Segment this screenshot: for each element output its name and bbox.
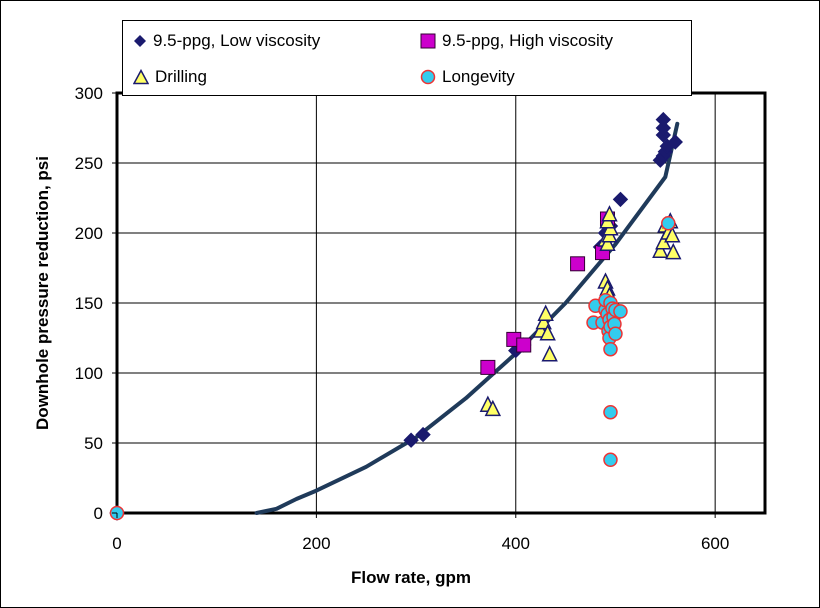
y-tick-label: 200 [75,224,103,243]
legend-label-longevity: Longevity [442,67,515,86]
legend-item-drilling: Drilling [133,65,207,89]
legend-item-low-viscosity: 9.5-ppg, Low viscosity [133,29,320,53]
triangle-data-point [652,241,669,258]
triangle-data-point [484,399,502,417]
triangle-marker-icon [133,69,149,85]
circle-data-point [603,341,618,357]
x-tick-label: 600 [701,534,729,553]
square-data-point [480,359,496,375]
diamond-data-point [403,432,419,448]
circle-data-point [608,326,623,342]
circle-data-point [603,452,618,468]
y-tick-label: 150 [75,294,103,313]
circle-marker-icon [420,69,436,85]
triangle-data-point [537,304,554,321]
tick-labels-layer: 0 200 400 600 0 50 100 150 200 250 300 [75,84,730,553]
x-tick-label: 400 [502,534,530,553]
triangle-data-point [601,205,618,222]
diamond-data-point [655,111,672,128]
y-tick-label: 100 [75,364,103,383]
diamond-marker-icon [134,35,146,47]
y-tick-label: 0 [94,504,103,523]
square-data-point [570,256,586,272]
y-axis-title: Downhole pressure reduction, psi [33,156,52,430]
triangle-data-point [539,324,556,341]
x-tick-label: 200 [302,534,330,553]
square-marker-icon [420,33,436,49]
x-axis-title: Flow rate, gpm [351,568,471,587]
diamond-data-point [667,134,683,150]
trendline-layer [254,121,680,515]
triangle-data-point [665,242,682,260]
series-group-2 [479,205,682,417]
y-tick-label: 50 [84,434,103,453]
legend-item-longevity: Longevity [420,65,515,89]
legend-label-high-viscosity: 9.5-ppg, High viscosity [442,31,614,50]
legend: 9.5-ppg, Low viscosity 9.5-ppg, High vis… [122,20,692,96]
trendline [254,121,680,515]
x-tick-label: 0 [112,534,121,553]
legend-label-low-viscosity: 9.5-ppg, Low viscosity [153,31,321,50]
triangle-data-point [599,234,616,251]
y-tick-label: 300 [75,84,103,103]
y-tick-label: 250 [75,154,103,173]
circle-data-point [603,404,618,420]
square-data-point [516,337,532,353]
data-points-layer [109,111,683,521]
grid-layer [117,93,765,513]
circle-data-point [613,304,628,319]
diamond-data-point [655,120,672,136]
diamond-data-point [415,426,431,443]
legend-item-high-viscosity: 9.5-ppg, High viscosity [420,29,613,53]
triangle-data-point [541,345,558,362]
circle-data-point [661,215,676,231]
diamond-data-point [612,191,629,208]
legend-label-drilling: Drilling [155,67,207,86]
series-group-3 [109,215,676,521]
triangle-data-point [664,226,681,243]
